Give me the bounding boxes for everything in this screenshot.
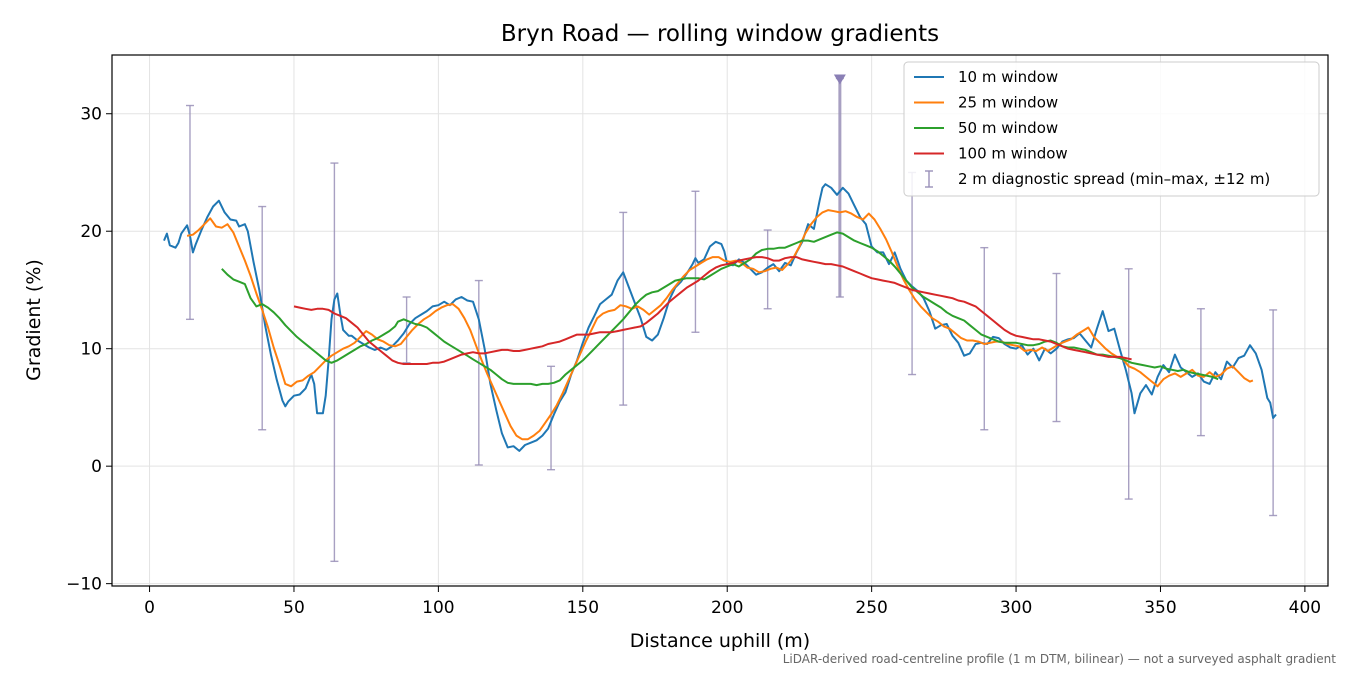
x-tick-label: 350 <box>1144 598 1176 618</box>
error-bar <box>1196 308 1205 437</box>
error-bar <box>1269 309 1278 517</box>
svg-text:10 m window: 10 m window <box>958 68 1058 86</box>
axes: 0 50 100 150 200 250 300 350 400 −10 0 10 20 30 <box>66 105 1321 618</box>
x-tick-label: 250 <box>855 598 887 618</box>
series-line-3 <box>221 231 1219 387</box>
plot-frame <box>111 54 1329 587</box>
error-bar <box>185 104 194 321</box>
x-tick-label: 50 <box>283 598 305 618</box>
y-tick-label: 10 <box>80 340 102 360</box>
x-axis-label: Distance uphill (m) <box>630 630 810 652</box>
legend-item-error-bars: 2 m diagnostic spread (min–max, ±12 m) <box>925 170 1270 188</box>
error-bar <box>980 246 989 431</box>
x-tick-label: 0 <box>144 598 155 618</box>
y-tick-label: 0 <box>91 457 102 477</box>
x-tick-label: 300 <box>1000 598 1032 618</box>
svg-text:100 m window: 100 m window <box>958 145 1068 163</box>
footnote: LiDAR-derived road-centreline profile (1… <box>782 652 1336 666</box>
x-tick-label: 150 <box>567 598 599 618</box>
legend-item: 50 m window <box>914 119 1058 137</box>
series-line-1 <box>163 183 1277 452</box>
legend: 10 m window 25 m window 50 m window 100 m w… <box>903 61 1320 197</box>
y-tick-label: 20 <box>80 222 102 242</box>
svg-text:2 m diagnostic spread (min–max: 2 m diagnostic spread (min–max, ±12 m) <box>958 170 1270 188</box>
legend-item: 10 m window <box>914 68 1058 86</box>
error-bars <box>185 74 1278 563</box>
error-bar <box>258 205 267 431</box>
error-bar <box>474 279 483 466</box>
legend-item: 100 m window <box>914 145 1068 163</box>
error-bar <box>833 74 846 298</box>
x-tick-label: 400 <box>1289 598 1321 618</box>
y-tick-label: −10 <box>66 575 102 595</box>
error-bar <box>691 190 700 333</box>
error-bar <box>908 171 917 376</box>
clipped-marker <box>833 74 846 85</box>
chart-title: Bryn Road — rolling window gradients <box>501 21 939 47</box>
y-axis-label: Gradient (%) <box>23 259 45 381</box>
y-tick-label: 30 <box>80 105 102 125</box>
legend-item: 25 m window <box>914 94 1058 112</box>
x-tick-label: 100 <box>422 598 454 618</box>
series-line-4 <box>293 256 1132 365</box>
error-bar <box>619 211 628 406</box>
legend-box <box>903 61 1320 197</box>
series-lines <box>163 183 1277 452</box>
series-line-2 <box>186 209 1254 441</box>
x-tick-label: 200 <box>711 598 743 618</box>
svg-text:50 m window: 50 m window <box>958 119 1058 137</box>
svg-text:25 m window: 25 m window <box>958 94 1058 112</box>
